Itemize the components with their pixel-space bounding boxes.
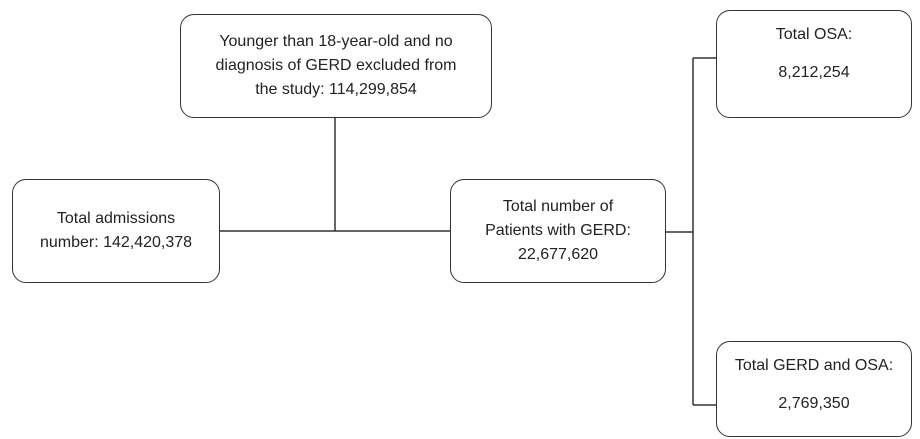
osa-label: Total OSA: bbox=[775, 26, 853, 43]
admissions-line-2: number: 142,420,378 bbox=[39, 234, 193, 251]
gerd-line-1: Total number of bbox=[502, 198, 614, 215]
total-admissions-box: Total admissions number: 142,420,378 bbox=[12, 179, 220, 283]
excluded-line-1: Younger than 18-year-old and no bbox=[219, 33, 453, 50]
admissions-line-1: Total admissions bbox=[56, 210, 176, 227]
gerd-line-3: 22,677,620 bbox=[517, 246, 599, 263]
excluded-line-3: the study: 114,299,854 bbox=[255, 81, 417, 98]
excluded-patients-box: Younger than 18-year-old and no diagnosi… bbox=[180, 14, 492, 118]
gerd-osa-value: 2,769,350 bbox=[778, 395, 850, 412]
total-osa-box: Total OSA: 8,212,254 bbox=[716, 10, 912, 118]
gerd-patients-box: Total number of Patients with GERD: 22,6… bbox=[450, 179, 666, 283]
gerd-line-2: Patients with GERD: bbox=[485, 222, 631, 239]
excluded-line-2: diagnosis of GERD excluded from bbox=[215, 57, 457, 74]
gerd-osa-label: Total GERD and OSA: bbox=[734, 357, 894, 374]
osa-value: 8,212,254 bbox=[778, 64, 850, 81]
total-gerd-and-osa-box: Total GERD and OSA: 2,769,350 bbox=[716, 341, 912, 437]
